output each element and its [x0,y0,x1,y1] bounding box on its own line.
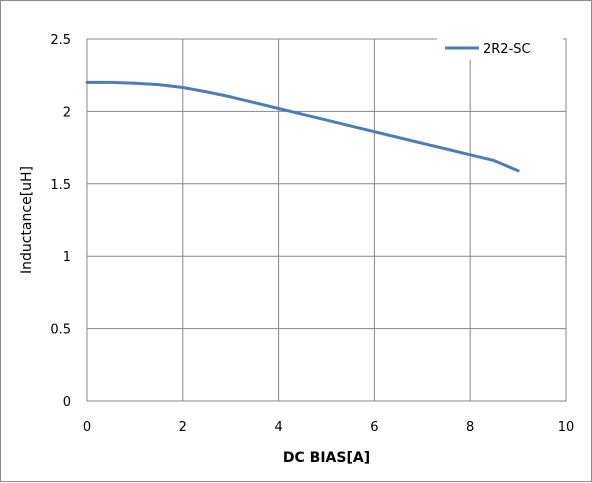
x-tick-label: 2 [179,420,187,435]
y-tick-label: 1 [63,250,71,265]
x-tick-label: 4 [274,420,282,435]
y-axis-title: Inductance[uH] [19,166,35,274]
y-tick-label: 0 [63,395,71,410]
y-tick-label: 2 [63,105,71,120]
y-tick-label: 1.5 [50,178,71,193]
x-tick-label: 6 [370,420,378,435]
y-tick-label: 0.5 [50,323,71,338]
plot-area [86,38,567,402]
x-tick-label: 10 [558,420,575,435]
legend: 2R2-SC [437,38,563,60]
x-axis-title: DC BIAS[A] [283,450,370,466]
y-tick-label: 2.5 [50,33,71,48]
series-layer [85,80,520,173]
y-tick-labels: 0 0.5 1 1.5 2 2.5 [50,33,71,410]
x-tick-label: 8 [466,420,474,435]
legend-label: 2R2-SC [483,42,531,57]
x-tick-label: 0 [83,420,91,435]
series-line [85,80,520,173]
gridlines [86,38,567,402]
legend-box [437,38,563,60]
x-tick-labels: 0 2 4 6 8 10 [83,420,574,435]
